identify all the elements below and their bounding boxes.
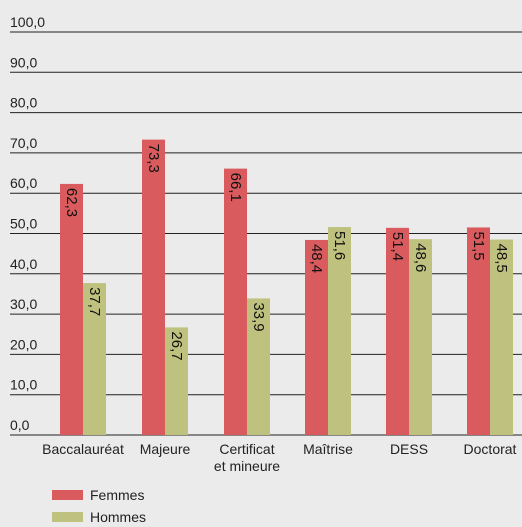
bar-value-label: 66,1: [227, 173, 244, 202]
y-tick-label: 0,0: [10, 417, 30, 433]
bar-hommes: [165, 327, 188, 435]
legend-label: Hommes: [90, 509, 146, 525]
bar-femmes: [142, 139, 165, 435]
bar-hommes: [247, 298, 270, 435]
bar-value-label: 48,4: [308, 244, 325, 273]
legend-label: Femmes: [90, 487, 144, 503]
bar-value-label: 51,6: [331, 231, 348, 260]
y-tick-label: 40,0: [10, 256, 37, 272]
x-category-label: DESS: [390, 441, 428, 457]
bar-value-label: 37,7: [86, 287, 103, 316]
bar-value-label: 48,6: [412, 243, 429, 272]
bar-value-label: 62,3: [63, 188, 80, 217]
legend-swatch: [52, 512, 83, 522]
y-tick-label: 90,0: [10, 54, 37, 70]
x-category-label: Doctorat: [464, 441, 517, 457]
y-tick-label: 20,0: [10, 336, 37, 352]
legend: Femmes Hommes: [52, 487, 146, 525]
x-category-label: Maîtrise: [303, 441, 353, 457]
y-tick-label: 50,0: [10, 216, 37, 232]
legend-swatch: [52, 490, 83, 500]
x-category-label: Majeure: [140, 441, 191, 457]
y-tick-label: 60,0: [10, 175, 37, 191]
x-category-label: et mineure: [214, 458, 280, 474]
bar-value-label: 26,7: [168, 331, 185, 360]
y-tick-label: 10,0: [10, 377, 37, 393]
bar-value-label: 51,4: [389, 232, 406, 261]
bar-value-label: 73,3: [145, 144, 162, 173]
bar-hommes: [409, 239, 432, 435]
bar-femmes: [467, 227, 490, 435]
y-tick-label: 100,0: [10, 14, 45, 30]
y-tick-label: 80,0: [10, 95, 37, 111]
bar-femmes: [386, 227, 409, 435]
bar-value-label: 48,5: [493, 244, 510, 273]
x-category-label: Certificat: [219, 441, 274, 457]
bar-hommes: [328, 227, 351, 435]
bar-hommes: [83, 283, 106, 435]
bar-value-label: 51,5: [470, 231, 487, 260]
bar-femmes: [305, 239, 328, 435]
bar-femmes: [60, 183, 83, 435]
bar-value-label: 33,9: [250, 302, 267, 331]
y-tick-label: 30,0: [10, 296, 37, 312]
y-axis-tick-labels: 0,0 10,0 20,0 30,0 40,0 50,0 60,0 70,0 80,0 90,0 1…: [10, 14, 45, 433]
bar-femmes: [224, 168, 247, 435]
bar-hommes: [490, 239, 513, 435]
y-tick-label: 70,0: [10, 135, 37, 151]
bar-value-labels: 62,3 37,7 73,3 26,7 66,1 33,9 48,4 51,6 51,4 48,6…: [63, 144, 510, 361]
bars: [60, 139, 513, 435]
x-category-label: Baccalauréat: [42, 441, 124, 457]
